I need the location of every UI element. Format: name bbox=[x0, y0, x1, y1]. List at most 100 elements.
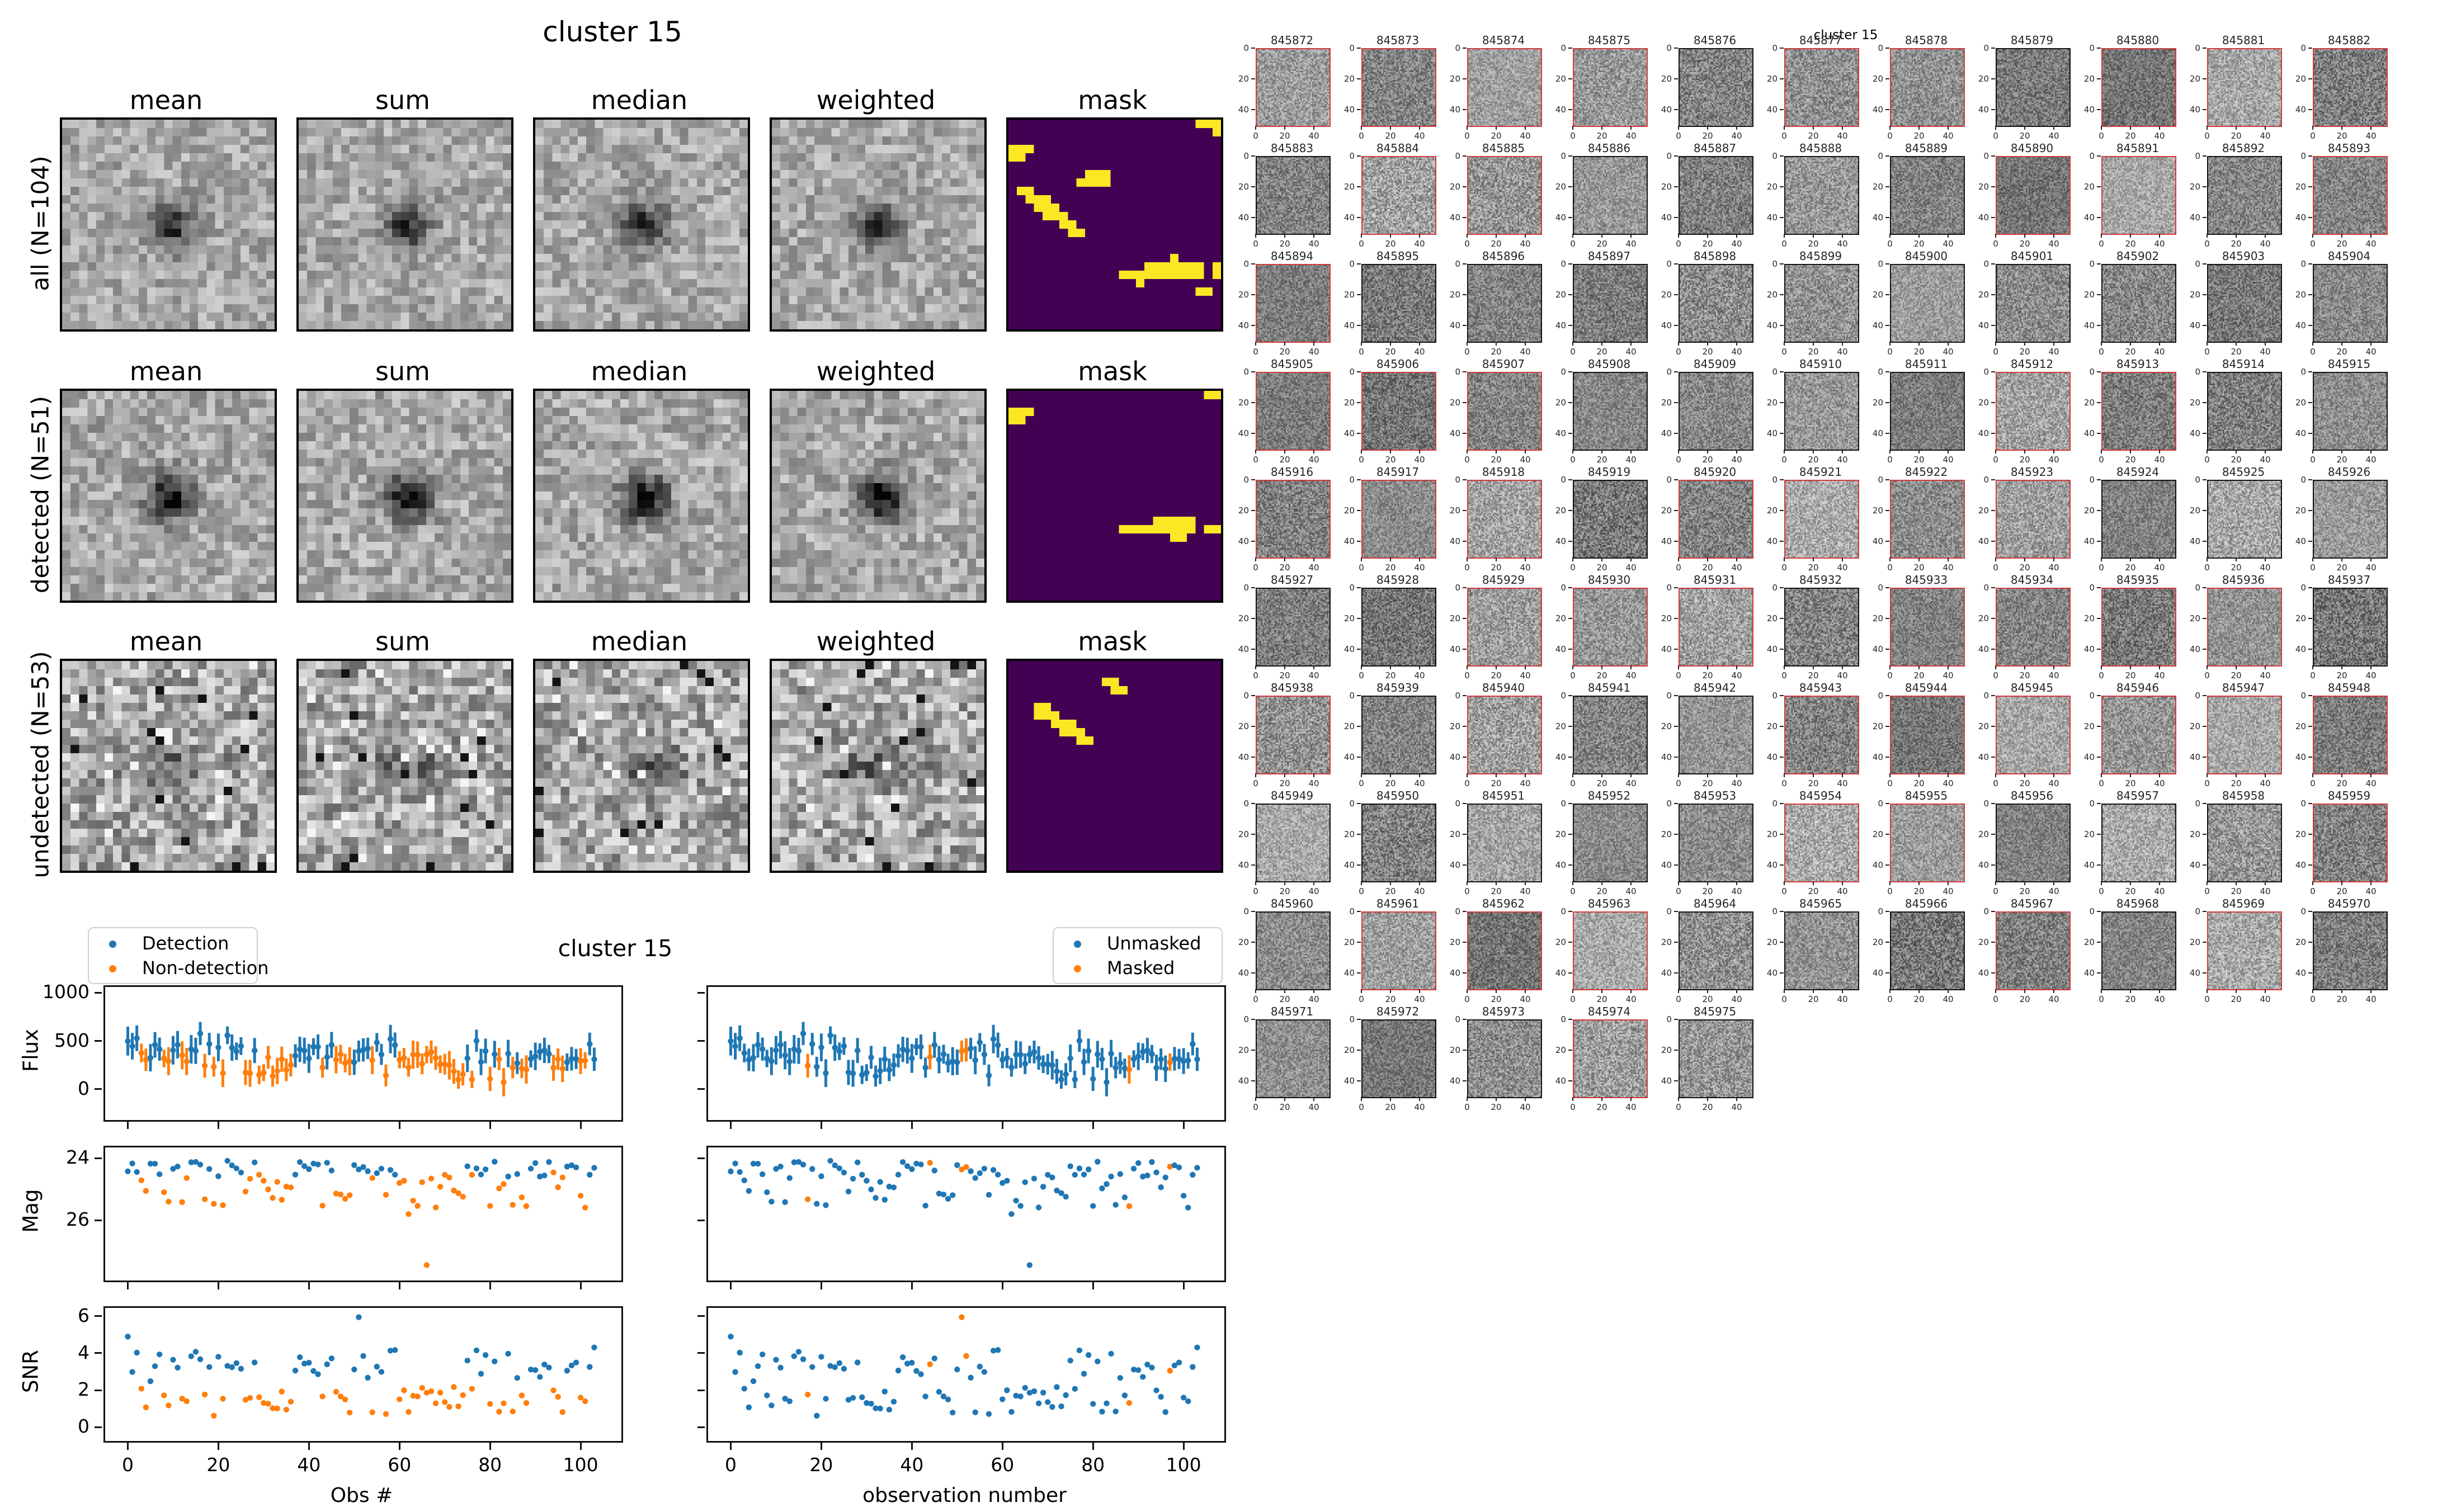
x-tick-mark bbox=[217, 1122, 219, 1129]
x-tick-mark bbox=[2236, 665, 2237, 669]
x-tick-label: 0 bbox=[1253, 455, 1258, 465]
x-tick-label: 40 bbox=[2365, 886, 2377, 896]
y-tick-mark bbox=[1568, 216, 1572, 218]
stamp-title: 845970 bbox=[2327, 897, 2371, 910]
stamp-title: 845881 bbox=[2222, 34, 2265, 47]
stamp-title: 845888 bbox=[1799, 141, 1842, 155]
y-tick-mark bbox=[2308, 216, 2312, 218]
stamp-title: 845949 bbox=[1270, 789, 1314, 802]
stamp-title: 845974 bbox=[1587, 1005, 1631, 1018]
x-tick-mark bbox=[2207, 557, 2208, 561]
legend-marker-dot bbox=[1074, 965, 1081, 972]
x-tick-mark bbox=[1496, 126, 1497, 130]
stamp-image bbox=[1679, 48, 1753, 127]
y-tick-label: 0 bbox=[2089, 259, 2095, 269]
y-tick-label: 0 bbox=[1878, 43, 1883, 53]
y-tick-mark bbox=[1251, 78, 1255, 79]
y-tick-mark bbox=[1357, 78, 1361, 79]
stamp-title: 845951 bbox=[1482, 789, 1525, 802]
y-tick-label: 0 bbox=[1243, 691, 1249, 701]
y-tick-mark bbox=[1674, 108, 1678, 110]
x-tick-mark bbox=[1736, 342, 1737, 346]
y-tick-mark bbox=[1357, 911, 1361, 912]
stamp-title: 845923 bbox=[2010, 465, 2054, 479]
x-tick-label: 0 bbox=[2310, 131, 2316, 141]
y-tick-mark bbox=[1885, 587, 1889, 588]
x-tick-mark bbox=[1842, 557, 1843, 561]
x-tick-label: 20 bbox=[1385, 778, 1396, 788]
x-axis-label: Obs # bbox=[330, 1484, 393, 1507]
y-tick-mark bbox=[1357, 1049, 1361, 1051]
x-tick-label: 40 bbox=[1520, 886, 1531, 896]
x-tick-label: 0 bbox=[2099, 563, 2104, 573]
stamp-title: 845959 bbox=[2327, 789, 2371, 802]
x-tick-label: 0 bbox=[1570, 563, 1576, 573]
x-tick-mark bbox=[1313, 665, 1314, 669]
y-tick-label: 0 bbox=[1666, 475, 1672, 485]
stamp-cell: 845971 0 0 20 20 40 40 bbox=[1230, 1005, 1336, 1113]
x-tick-mark bbox=[1736, 665, 1737, 669]
stamp-image bbox=[1996, 264, 2071, 343]
column-header: mask bbox=[1078, 356, 1147, 386]
y-tick-label: 20 bbox=[1238, 829, 1249, 839]
x-tick-label: 40 bbox=[1308, 778, 1319, 788]
stamp-cell: 845918 0 0 20 20 40 40 bbox=[1442, 465, 1548, 573]
x-tick-label: 40 bbox=[2154, 778, 2165, 788]
y-tick-mark bbox=[697, 1315, 705, 1317]
x-tick-mark bbox=[1525, 342, 1526, 346]
x-tick-label: 0 bbox=[1464, 1102, 1470, 1112]
y-tick-mark bbox=[1357, 725, 1361, 727]
y-tick-mark bbox=[697, 1389, 705, 1391]
y-tick-label: 20 bbox=[2189, 937, 2200, 947]
x-tick-mark bbox=[2159, 234, 2160, 238]
stamp-cell: 845879 0 0 20 20 40 40 bbox=[1970, 34, 2076, 141]
x-tick-label: 40 bbox=[1520, 994, 1531, 1004]
stamp-title: 845876 bbox=[1693, 34, 1737, 47]
x-tick-label: 0 bbox=[1359, 455, 1364, 465]
x-tick-mark bbox=[1419, 234, 1420, 238]
x-tick-mark bbox=[1467, 342, 1468, 346]
stamp-title: 845917 bbox=[1376, 465, 1420, 479]
x-tick-label: 40 bbox=[1837, 455, 1848, 465]
stamp-image bbox=[2313, 911, 2388, 990]
stamp-image bbox=[1784, 372, 1859, 451]
y-axis-label: SNR bbox=[18, 1350, 43, 1393]
legend-box: Detection Non-detection bbox=[88, 927, 268, 984]
column-header: mean bbox=[129, 356, 203, 386]
x-tick-mark bbox=[1255, 342, 1256, 346]
y-tick-label: 20 bbox=[2295, 937, 2306, 947]
x-tick-mark bbox=[2024, 989, 2025, 993]
y-tick-label: 0 bbox=[2300, 798, 2306, 809]
y-tick-label: 20 bbox=[1449, 73, 1460, 84]
x-tick-label: 40 bbox=[2365, 994, 2377, 1004]
stamp-image bbox=[1467, 48, 1542, 127]
y-tick-mark bbox=[1251, 864, 1255, 866]
y-tick-label: 20 bbox=[1555, 613, 1566, 623]
y-tick-mark bbox=[1674, 1019, 1678, 1020]
axes-frame bbox=[103, 1306, 623, 1443]
x-tick-mark bbox=[1390, 665, 1391, 669]
x-tick-mark bbox=[2312, 665, 2313, 669]
x-tick-label: 40 bbox=[2048, 778, 2059, 788]
x-tick-label: 40 bbox=[1943, 563, 1954, 573]
x-tick-mark bbox=[1390, 989, 1391, 993]
x-tick-label: 40 bbox=[1837, 994, 1848, 1004]
x-tick-mark bbox=[2101, 989, 2102, 993]
y-tick-mark bbox=[2097, 617, 2101, 619]
stamp-title: 845886 bbox=[1587, 141, 1631, 155]
stamp-image bbox=[2313, 696, 2388, 774]
x-tick-label: 20 bbox=[2125, 347, 2136, 357]
x-tick-mark bbox=[1361, 450, 1362, 453]
x-tick-mark bbox=[1918, 126, 1920, 130]
x-tick-mark bbox=[2053, 989, 2054, 993]
x-tick-mark bbox=[2265, 342, 2266, 346]
x-tick-label: 0 bbox=[1887, 670, 1893, 681]
stamp-cell: 845878 0 0 20 20 40 40 bbox=[1865, 34, 1970, 141]
stamp-cell: 845972 0 0 20 20 40 40 bbox=[1336, 1005, 1442, 1113]
stamp-cell: 845938 0 0 20 20 40 40 bbox=[1230, 681, 1336, 789]
y-tick-label: 20 bbox=[2295, 829, 2306, 839]
stamp-title: 845928 bbox=[1376, 573, 1420, 587]
x-tick-label: 20 bbox=[1279, 994, 1290, 1004]
y-tick-mark bbox=[1780, 911, 1784, 912]
x-tick-mark bbox=[1390, 881, 1391, 885]
